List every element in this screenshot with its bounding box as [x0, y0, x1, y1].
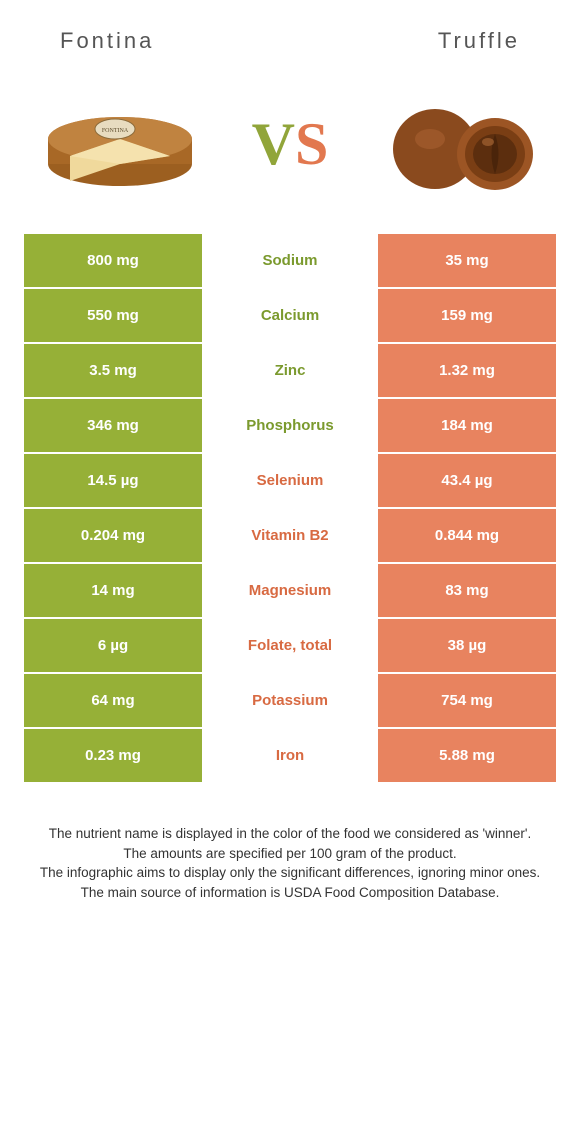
table-row: 14.5 µgSelenium43.4 µg [24, 454, 556, 507]
left-value: 14.5 µg [24, 454, 202, 507]
right-value: 5.88 mg [378, 729, 556, 782]
nutrient-name: Phosphorus [202, 399, 378, 452]
cheese-icon: FONTINA [40, 84, 200, 204]
table-row: 800 mgSodium35 mg [24, 234, 556, 287]
right-value: 754 mg [378, 674, 556, 727]
right-value: 43.4 µg [378, 454, 556, 507]
left-value: 0.204 mg [24, 509, 202, 562]
table-row: 550 mgCalcium159 mg [24, 289, 556, 342]
footer-notes: The nutrient name is displayed in the co… [0, 784, 580, 902]
table-row: 3.5 mgZinc1.32 mg [24, 344, 556, 397]
footer-line-1: The nutrient name is displayed in the co… [30, 824, 550, 844]
left-food-title: Fontina [60, 28, 154, 54]
right-value: 35 mg [378, 234, 556, 287]
left-value: 550 mg [24, 289, 202, 342]
left-value: 0.23 mg [24, 729, 202, 782]
nutrient-name: Selenium [202, 454, 378, 507]
nutrient-table: 800 mgSodium35 mg550 mgCalcium159 mg3.5 … [0, 234, 580, 782]
left-value: 64 mg [24, 674, 202, 727]
nutrient-name: Magnesium [202, 564, 378, 617]
right-value: 1.32 mg [378, 344, 556, 397]
right-value: 83 mg [378, 564, 556, 617]
footer-line-4: The main source of information is USDA F… [30, 883, 550, 903]
nutrient-name: Iron [202, 729, 378, 782]
nutrient-name: Folate, total [202, 619, 378, 672]
nutrient-name: Calcium [202, 289, 378, 342]
left-value: 800 mg [24, 234, 202, 287]
nutrient-name: Vitamin B2 [202, 509, 378, 562]
table-row: 64 mgPotassium754 mg [24, 674, 556, 727]
right-value: 0.844 mg [378, 509, 556, 562]
vs-v: V [252, 111, 295, 177]
right-value: 184 mg [378, 399, 556, 452]
left-value: 346 mg [24, 399, 202, 452]
nutrient-name: Zinc [202, 344, 378, 397]
svg-text:FONTINA: FONTINA [102, 128, 129, 134]
nutrient-name: Potassium [202, 674, 378, 727]
images-row: FONTINA VS [0, 64, 580, 234]
fontina-image: FONTINA [40, 84, 200, 204]
vs-label: VS [252, 110, 329, 179]
footer-line-2: The amounts are specified per 100 gram o… [30, 844, 550, 864]
table-row: 346 mgPhosphorus184 mg [24, 399, 556, 452]
table-row: 14 mgMagnesium83 mg [24, 564, 556, 617]
truffle-image [380, 84, 540, 204]
table-row: 6 µgFolate, total38 µg [24, 619, 556, 672]
left-value: 6 µg [24, 619, 202, 672]
right-food-title: Truffle [438, 28, 520, 54]
table-row: 0.23 mgIron5.88 mg [24, 729, 556, 782]
nutrient-name: Sodium [202, 234, 378, 287]
vs-s: S [295, 111, 328, 177]
right-value: 159 mg [378, 289, 556, 342]
left-value: 3.5 mg [24, 344, 202, 397]
header: Fontina Truffle [0, 0, 580, 64]
left-value: 14 mg [24, 564, 202, 617]
truffle-icon [380, 84, 540, 204]
table-row: 0.204 mgVitamin B20.844 mg [24, 509, 556, 562]
footer-line-3: The infographic aims to display only the… [30, 863, 550, 883]
right-value: 38 µg [378, 619, 556, 672]
